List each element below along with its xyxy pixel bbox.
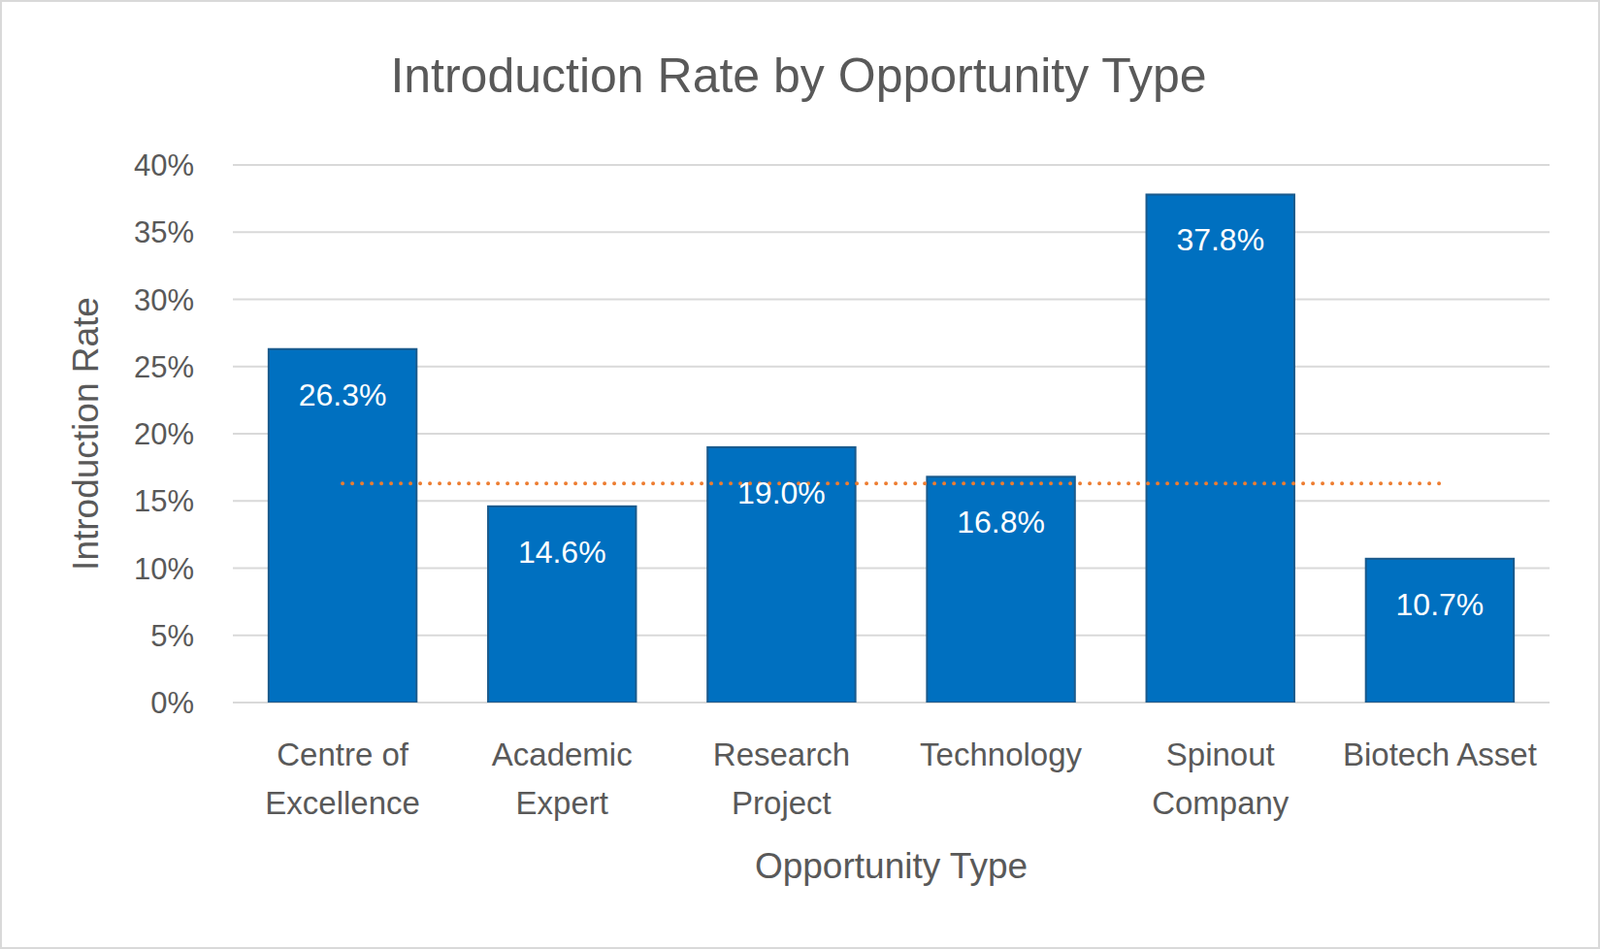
chart: Introduction Rate by Opportunity Type 0% 5… [0, 0, 1600, 949]
grid-line [232, 230, 1550, 233]
bar [1366, 558, 1514, 703]
y-tick-label: 25% [133, 350, 195, 385]
grid-line [232, 567, 1550, 570]
x-tick-label: AcademicExpert [491, 736, 633, 821]
data-label: 37.8% [1175, 222, 1265, 258]
y-tick-label: 20% [133, 417, 195, 452]
reference-line [342, 481, 1440, 486]
y-axis-title: Introduction Rate [65, 296, 106, 571]
grid-line [232, 163, 1550, 166]
grid-line [232, 499, 1550, 502]
y-tick-label: 35% [133, 215, 195, 250]
x-tick-label: Technology [919, 736, 1082, 773]
bar [1146, 194, 1295, 703]
y-tick-label: 5% [150, 619, 195, 654]
grid-line [232, 365, 1550, 368]
grid-line [232, 634, 1550, 637]
data-label: 19.0% [737, 475, 826, 511]
bar [268, 349, 417, 703]
x-tick-label: ResearchProject [713, 736, 850, 821]
grid-line [232, 432, 1550, 435]
bar [488, 506, 636, 703]
data-label: 14.6% [518, 534, 607, 570]
x-axis-line [232, 701, 1550, 704]
x-tick-label: Centre ofExcellence [264, 736, 421, 821]
bar [926, 476, 1075, 703]
x-tick-label: SpinoutCompany [1151, 736, 1290, 821]
y-tick-label: 15% [133, 484, 195, 519]
grid-line [232, 298, 1550, 301]
title: Introduction Rate by Opportunity Type [390, 48, 1207, 103]
grid-line [232, 701, 1550, 704]
data-label: 10.7% [1396, 587, 1485, 622]
x-tick-label: Biotech Asset [1342, 736, 1537, 773]
data-label: 26.3% [298, 377, 388, 413]
chart-container: Introduction Rate by Opportunity Type 0% 5… [0, 0, 1600, 949]
chart-frame [0, 0, 1600, 948]
y-tick-label: 10% [133, 552, 195, 587]
y-tick-label: 0% [150, 685, 195, 720]
y-tick-label: 30% [133, 283, 195, 318]
bar [707, 447, 855, 703]
x-axis-title: Opportunity Type [754, 846, 1028, 886]
y-tick-label: 40% [133, 148, 195, 183]
bars [268, 194, 1514, 703]
data-label: 16.8% [956, 504, 1045, 540]
